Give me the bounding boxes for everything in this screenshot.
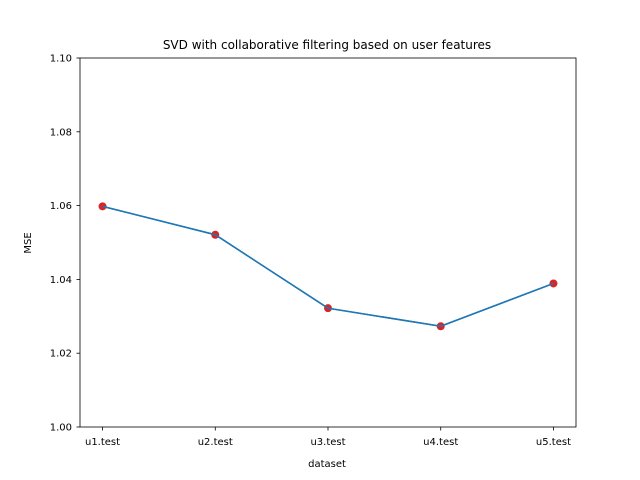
x-tick-label: u4.test (423, 437, 458, 448)
y-tick-label: 1.06 (50, 201, 72, 212)
y-tick-label: 1.04 (50, 275, 72, 286)
x-axis-label: dataset (308, 459, 346, 470)
plot-area: 1.00 1.02 1.04 1.06 1.08 1.10 u1.test u2.test u3… (50, 54, 577, 448)
series-line-overlay (102, 205, 554, 328)
chart-title: SVD with collaborative filtering based o… (163, 38, 491, 52)
x-tick-label: u3.test (310, 437, 345, 448)
axes-frame (79, 57, 577, 428)
x-tick-label: u1.test (85, 437, 120, 448)
y-tick-label: 1.00 (50, 423, 72, 434)
x-tick-label: u5.test (536, 437, 571, 448)
y-axis-label: MSE (23, 232, 34, 253)
x-tick-label: u2.test (198, 437, 233, 448)
y-tick-label: 1.10 (50, 54, 72, 65)
y-tick-label: 1.08 (50, 127, 72, 138)
y-tick-label: 1.02 (50, 349, 72, 360)
